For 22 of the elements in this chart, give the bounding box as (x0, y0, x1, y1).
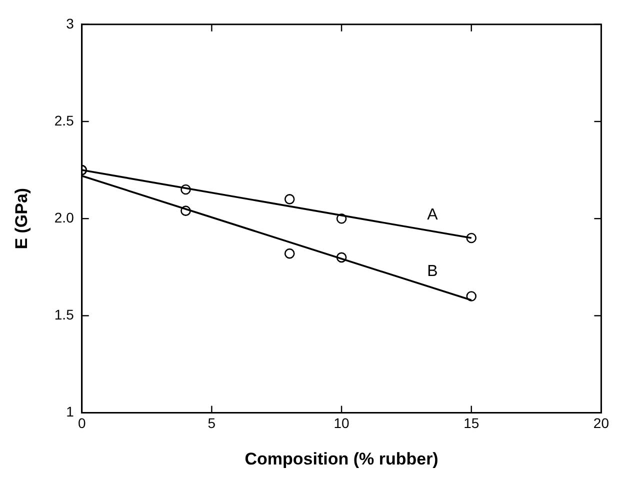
point (284, 194, 295, 204)
series-label: A (427, 206, 438, 224)
point (180, 206, 191, 216)
series-label: B (427, 263, 438, 280)
y-tick-label: 1 (66, 404, 74, 420)
point (284, 248, 295, 259)
x-tick-label: 5 (208, 415, 216, 432)
x-tick-label: 0 (78, 415, 86, 432)
y-axis-title: E (GPa) (12, 188, 31, 250)
y-tick-label: 1.5 (54, 306, 74, 323)
point (466, 291, 477, 302)
point (336, 213, 347, 224)
x-tick-label: 15 (464, 415, 480, 432)
y-tick-label: 2.0 (54, 209, 74, 226)
x-axis-title: Composition (% rubber) (244, 449, 438, 468)
point (180, 184, 191, 195)
y-tick-label: 3 (66, 15, 74, 32)
y-tick-label: 2.5 (54, 112, 74, 128)
x-tick-label: 20 (593, 415, 610, 432)
point (336, 252, 347, 263)
point (466, 232, 477, 244)
x-tick-label: 10 (334, 415, 350, 432)
